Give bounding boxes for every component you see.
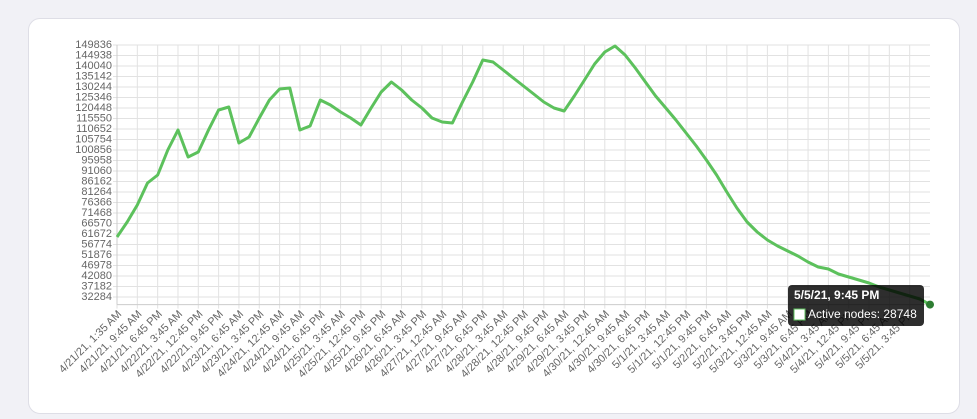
y-tick-label: 86162 xyxy=(81,175,112,187)
chart-card xyxy=(28,18,960,414)
y-tick-label: 105754 xyxy=(75,133,112,145)
y-tick-label: 76366 xyxy=(81,196,112,208)
y-tick-label: 140040 xyxy=(75,60,112,72)
tooltip: 5/5/21, 9:45 PM Active nodes: 28748 xyxy=(788,285,924,326)
hover-point xyxy=(926,300,934,309)
y-tick-label: 100856 xyxy=(75,144,112,156)
y-tick-label: 91060 xyxy=(81,165,112,177)
y-tick-label: 66570 xyxy=(81,217,112,229)
y-tick-label: 42080 xyxy=(81,270,112,282)
y-tick-label: 125346 xyxy=(75,91,112,103)
y-tick-label: 110652 xyxy=(76,123,112,135)
y-tick-label: 81264 xyxy=(81,186,112,198)
y-tick-label: 115550 xyxy=(76,112,112,124)
y-tick-label: 61672 xyxy=(81,228,112,240)
y-tick-label: 71468 xyxy=(81,207,112,219)
y-tick-label: 51876 xyxy=(81,249,112,261)
tooltip-box xyxy=(788,285,924,326)
tooltip-title: 5/5/21, 9:45 PM xyxy=(794,288,879,302)
y-tick-label: 46978 xyxy=(81,259,112,271)
y-tick-label: 32284 xyxy=(81,291,112,303)
y-tick-label: 56774 xyxy=(81,238,112,250)
y-tick-label: 120448 xyxy=(75,102,112,114)
y-tick-label: 149836 xyxy=(75,39,112,51)
y-tick-label: 144938 xyxy=(75,49,112,61)
y-tick-label: 95958 xyxy=(81,154,112,166)
tooltip-swatch xyxy=(793,308,806,321)
tooltip-text: Active nodes: 28748 xyxy=(808,307,917,321)
y-tick-label: 130244 xyxy=(75,81,112,93)
y-tick-label: 37182 xyxy=(81,280,112,292)
y-tick-label: 135142 xyxy=(75,70,112,82)
line-series xyxy=(115,44,931,306)
